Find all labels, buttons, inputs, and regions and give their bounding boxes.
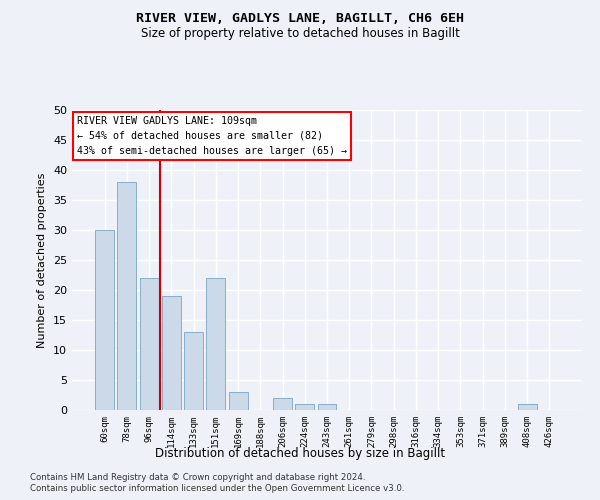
Y-axis label: Number of detached properties: Number of detached properties	[37, 172, 47, 348]
Text: RIVER VIEW GADLYS LANE: 109sqm
← 54% of detached houses are smaller (82)
43% of : RIVER VIEW GADLYS LANE: 109sqm ← 54% of …	[77, 116, 347, 156]
Text: RIVER VIEW, GADLYS LANE, BAGILLT, CH6 6EH: RIVER VIEW, GADLYS LANE, BAGILLT, CH6 6E…	[136, 12, 464, 26]
Bar	[206, 278, 225, 410]
Bar	[317, 404, 337, 410]
Bar	[140, 278, 158, 410]
Text: Distribution of detached houses by size in Bagillt: Distribution of detached houses by size …	[155, 448, 445, 460]
Text: Contains public sector information licensed under the Open Government Licence v3: Contains public sector information licen…	[30, 484, 404, 493]
Bar	[295, 404, 314, 410]
Bar	[229, 392, 248, 410]
Text: Contains HM Land Registry data © Crown copyright and database right 2024.: Contains HM Land Registry data © Crown c…	[30, 472, 365, 482]
Bar	[162, 296, 181, 410]
Bar	[118, 182, 136, 410]
Text: Size of property relative to detached houses in Bagillt: Size of property relative to detached ho…	[140, 28, 460, 40]
Bar	[184, 332, 203, 410]
Bar	[95, 230, 114, 410]
Bar	[518, 404, 536, 410]
Bar	[273, 398, 292, 410]
